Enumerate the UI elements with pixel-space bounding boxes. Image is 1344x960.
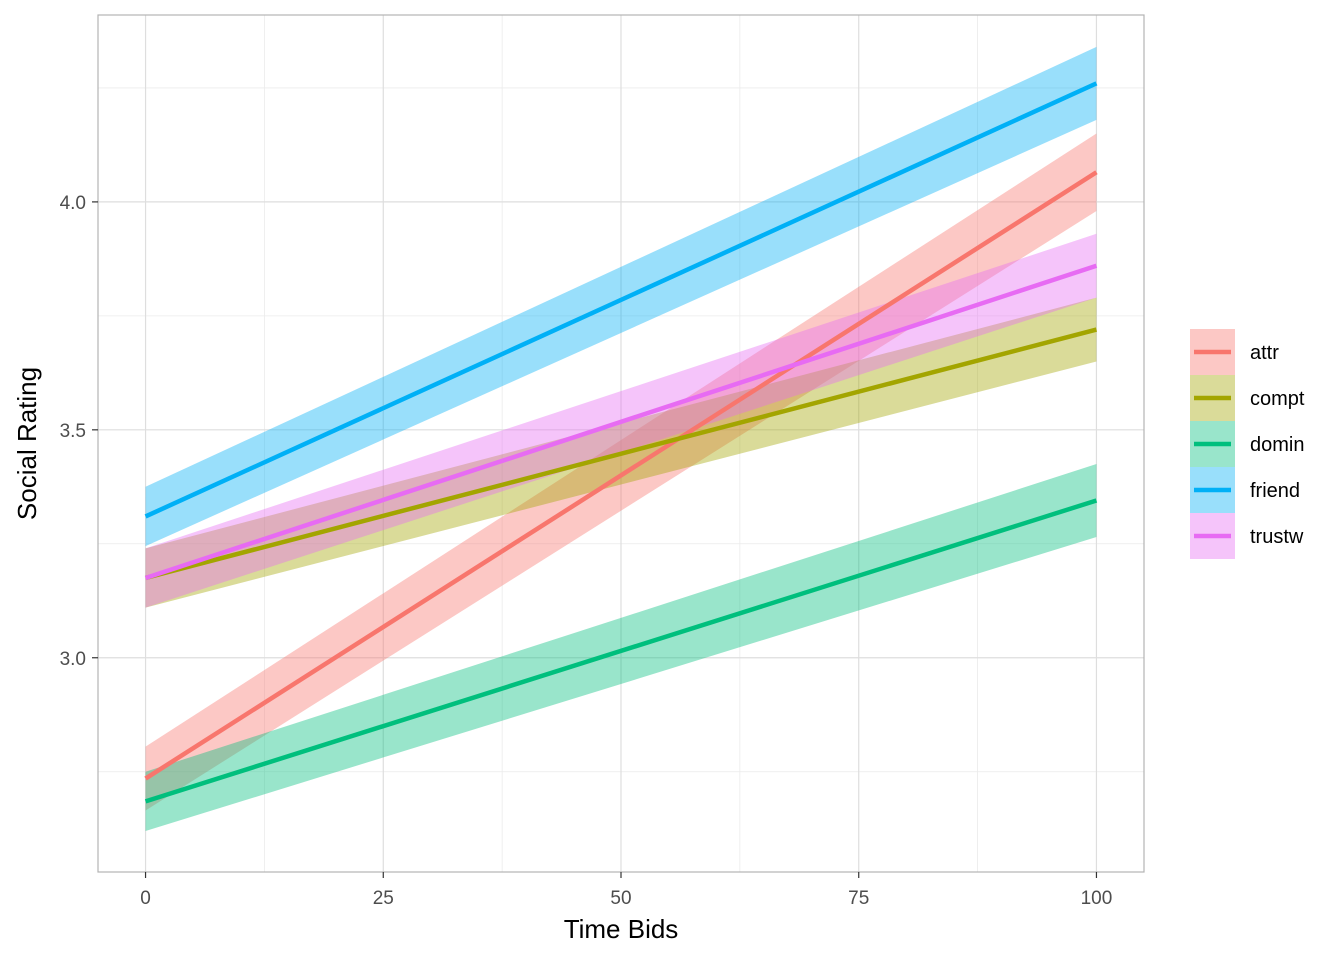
legend-label: trustw [1250,526,1304,548]
line-domin [144,498,1098,804]
x-tick-label: 0 [140,888,151,909]
line-trustw [144,263,1098,581]
ribbon-domin [145,464,1097,831]
legend-label: domin [1250,434,1304,456]
y-tick-label: 3.5 [60,421,86,442]
legend-item-domin: domin [1190,421,1304,467]
line-friend [144,81,1098,519]
legend-item-friend: friend [1190,467,1300,513]
legend: attr compt domin friend trustw [1190,329,1305,559]
line-compt [144,327,1098,581]
ribbon-attr [145,133,1097,811]
x-tick-label: 100 [1081,888,1113,909]
y-axis-ticks: 3.0 3.5 4.0 [60,193,98,670]
ribbon-friend [145,46,1097,547]
x-tick-label: 75 [848,888,869,909]
x-tick-label: 50 [610,888,631,909]
y-tick-label: 4.0 [60,193,86,214]
major-gridlines [98,15,1144,872]
legend-item-compt: compt [1190,375,1305,421]
legend-label: compt [1250,388,1305,410]
x-tick-label: 25 [373,888,394,909]
x-axis-ticks: 0 25 50 75 100 [140,872,1112,909]
legend-label: friend [1250,480,1300,502]
y-axis-title: Social Rating [12,367,42,520]
legend-item-trustw: trustw [1190,513,1304,559]
x-axis-title: Time Bids [564,914,679,944]
legend-label: attr [1250,342,1279,364]
legend-item-attr: attr [1190,329,1279,375]
y-tick-label: 3.0 [60,649,86,670]
series-lines [144,81,1098,804]
line-attr [144,170,1098,781]
